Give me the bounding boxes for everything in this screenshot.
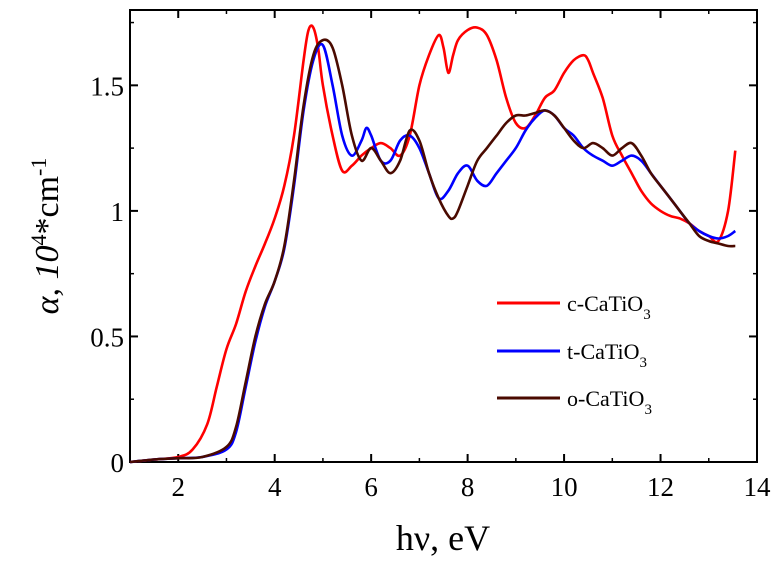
series-line-2 <box>129 38 736 464</box>
x-tick-label: 4 <box>268 472 282 502</box>
y-tick-label: 1.5 <box>90 71 124 101</box>
series-lines <box>129 24 737 464</box>
legend-label-2: o-CaTiO3 <box>567 386 652 418</box>
y-axis-title-prefix: α, 10 <box>29 246 66 315</box>
y-axis-title-mid: *cm <box>29 176 66 235</box>
legend-label-0: c-CaTiO3 <box>567 291 651 323</box>
y-axis-title: α, 104*cm-1 <box>26 158 67 315</box>
x-axis-title: hν, eV <box>396 518 490 558</box>
plot-area <box>129 9 758 463</box>
x-tick-label: 10 <box>551 472 578 502</box>
x-tick-label: 8 <box>461 472 475 502</box>
x-tick-label: 14 <box>744 472 772 502</box>
y-tick-label: 0 <box>111 448 125 478</box>
x-tick-label: 6 <box>364 472 378 502</box>
x-tick-label: 2 <box>171 472 185 502</box>
y-axis-title-sup2: -1 <box>26 158 51 176</box>
legend: c-CaTiO3 t-CaTiO3 o-CaTiO3 <box>497 291 652 418</box>
y-axis-title-sup: 4 <box>26 235 51 246</box>
y-tick-label: 1 <box>111 197 125 227</box>
y-tick-label: 0.5 <box>90 322 124 352</box>
plot-frame <box>129 9 758 463</box>
axis-ticks: 2 4 6 8 10 12 14 0 0.5 1 1.5 <box>90 10 771 502</box>
series-line-1 <box>129 42 737 464</box>
legend-label-1: t-CaTiO3 <box>567 339 647 371</box>
series-line-0 <box>129 24 737 464</box>
x-tick-label: 12 <box>647 472 674 502</box>
